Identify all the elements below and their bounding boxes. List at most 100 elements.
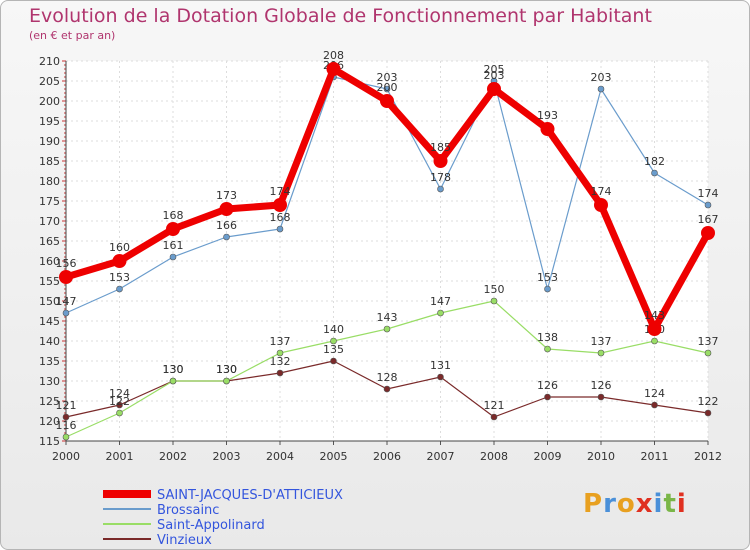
data-label: 193 — [537, 109, 558, 122]
data-point — [166, 222, 180, 236]
data-point — [116, 401, 123, 409]
x-tick-label: 2008 — [480, 450, 508, 463]
y-tick-label: 125 — [39, 395, 60, 408]
y-tick-label: 180 — [39, 175, 60, 188]
data-label: 147 — [430, 295, 451, 308]
data-label: 182 — [644, 155, 665, 168]
data-label: 116 — [56, 419, 77, 432]
data-point — [544, 345, 551, 353]
data-label: 130 — [216, 363, 237, 376]
logo-letter: t — [663, 489, 677, 519]
y-tick-label: 200 — [39, 95, 60, 108]
data-point — [651, 337, 658, 345]
data-label: 161 — [163, 239, 184, 252]
y-tick-label: 130 — [39, 375, 60, 388]
legend-label: Saint-Appolinard — [157, 518, 265, 533]
data-label: 150 — [484, 283, 505, 296]
chart-title: Evolution de la Dotation Globale de Fonc… — [29, 5, 652, 27]
data-label: 147 — [56, 295, 77, 308]
data-label: 203 — [377, 71, 398, 84]
data-label: 132 — [270, 355, 291, 368]
data-point — [276, 225, 284, 233]
y-tick-label: 185 — [39, 155, 60, 168]
data-point — [383, 385, 391, 393]
data-point — [544, 285, 551, 293]
data-label: 174 — [270, 185, 291, 198]
data-label: 135 — [323, 343, 344, 356]
y-tick-label: 165 — [39, 235, 60, 248]
x-tick-label: 2005 — [320, 450, 348, 463]
data-point — [597, 349, 605, 357]
data-label: 143 — [644, 309, 665, 322]
data-point — [647, 322, 662, 336]
data-label: 167 — [698, 213, 719, 226]
x-tick-label: 2010 — [587, 450, 615, 463]
data-point — [594, 198, 608, 212]
data-label: 178 — [430, 171, 451, 184]
y-tick-label: 140 — [39, 335, 60, 348]
y-tick-label: 210 — [39, 55, 60, 68]
data-point — [433, 154, 448, 168]
logo-letter: o — [616, 489, 636, 519]
x-tick-label: 2009 — [534, 450, 562, 463]
y-tick-label: 115 — [39, 435, 60, 448]
data-label: 130 — [163, 363, 184, 376]
data-label: 203 — [591, 71, 612, 84]
data-label: 208 — [323, 49, 344, 62]
data-label: 205 — [484, 63, 505, 76]
logo-letter: i — [676, 489, 687, 519]
data-point — [490, 297, 498, 305]
data-label: 174 — [591, 185, 612, 198]
data-point — [112, 254, 127, 268]
x-tick-label: 2004 — [266, 450, 294, 463]
data-label: 138 — [537, 331, 558, 344]
data-point — [276, 349, 284, 357]
logo-letter: x — [635, 489, 654, 519]
data-point — [437, 309, 444, 317]
data-point — [490, 413, 498, 421]
data-point — [219, 202, 234, 216]
data-point — [437, 373, 444, 381]
x-tick-label: 2002 — [159, 450, 187, 463]
data-label: 143 — [377, 311, 398, 324]
data-point — [704, 201, 712, 209]
logo-letter: r — [603, 489, 617, 519]
data-point — [273, 198, 287, 212]
data-label: 168 — [270, 211, 291, 224]
data-label: 130 — [163, 363, 184, 376]
series-saint-appolinard: 116122130130137140143147150138137140137 — [56, 283, 719, 441]
data-point — [701, 226, 715, 240]
data-label: 121 — [484, 399, 505, 412]
logo-letter: P — [583, 489, 604, 519]
legend-label: Vinzieux — [157, 533, 212, 548]
data-label: 153 — [109, 271, 130, 284]
data-point — [169, 377, 177, 385]
x-tick-label: 2000 — [52, 450, 80, 463]
data-label: 185 — [430, 141, 451, 154]
data-label: 156 — [56, 257, 77, 270]
data-label: 200 — [377, 81, 398, 94]
data-point — [651, 169, 658, 177]
data-point — [704, 349, 712, 357]
x-tick-label: 2001 — [106, 450, 134, 463]
data-point — [326, 62, 341, 76]
y-tick-label: 120 — [39, 415, 60, 428]
data-point — [487, 82, 501, 96]
data-point — [380, 94, 394, 108]
data-label: 153 — [537, 271, 558, 284]
data-point — [383, 325, 391, 333]
data-label: 131 — [430, 359, 451, 372]
data-label: 137 — [698, 335, 719, 348]
data-point — [169, 253, 177, 261]
data-label: 124 — [644, 387, 665, 400]
data-label: 137 — [270, 335, 291, 348]
legend-label: SAINT-JACQUES-D'ATTICIEUX — [157, 488, 343, 503]
x-tick-label: 2011 — [641, 450, 669, 463]
y-tick-label: 145 — [39, 315, 60, 328]
data-point — [116, 285, 123, 293]
data-point — [597, 85, 605, 93]
y-tick-label: 150 — [39, 295, 60, 308]
data-point — [223, 233, 230, 241]
data-point — [540, 122, 555, 136]
